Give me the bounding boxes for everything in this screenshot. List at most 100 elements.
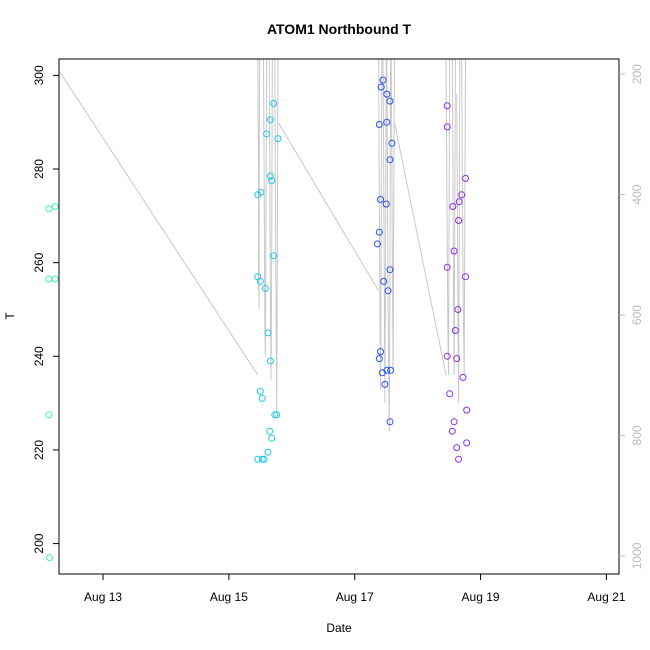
y-axis-label: T	[3, 312, 17, 320]
data-point	[266, 357, 274, 365]
data-point	[386, 266, 394, 274]
profile-line	[456, 59, 461, 404]
data-point	[383, 366, 391, 374]
profile-lines	[48, 59, 466, 434]
profile-line	[268, 59, 273, 380]
data-point	[386, 156, 394, 164]
data-point	[381, 380, 389, 388]
data-point	[45, 275, 53, 283]
data-point	[443, 102, 451, 110]
y2-tick-label: 1000	[630, 542, 644, 569]
data-point	[51, 203, 59, 210]
data-point	[448, 427, 456, 435]
y2-tick-label: 200	[630, 64, 644, 84]
data-point	[446, 390, 454, 398]
y-tick-label: 260	[32, 252, 46, 272]
data-point	[45, 205, 53, 213]
data-point	[256, 277, 264, 285]
data-point	[455, 455, 463, 463]
data-point	[271, 411, 279, 419]
data-point	[258, 455, 266, 463]
data-point	[373, 240, 381, 248]
data-point	[384, 287, 392, 295]
data-point	[270, 252, 278, 260]
data-point	[450, 418, 458, 426]
y2-tick-label: 600	[630, 305, 644, 325]
data-point	[377, 196, 384, 203]
data-point	[380, 277, 388, 285]
data-point	[379, 76, 387, 84]
data-point	[264, 329, 272, 337]
x-tick-label: Aug 17	[336, 590, 374, 604]
data-point	[449, 203, 457, 210]
data-point	[453, 355, 461, 363]
data-point	[387, 366, 395, 374]
data-point	[458, 191, 466, 199]
data-point	[382, 200, 390, 208]
data-point	[462, 174, 469, 182]
data-point	[257, 188, 265, 196]
data-point	[256, 387, 264, 395]
data-point	[270, 100, 278, 107]
data-point	[258, 394, 266, 402]
data-point	[375, 121, 383, 128]
y-tick-label: 280	[32, 159, 46, 179]
y-tick-label: 240	[32, 346, 46, 366]
profile-line	[48, 59, 52, 434]
data-point	[263, 130, 271, 138]
data-point	[266, 172, 274, 180]
profile-line	[382, 59, 387, 404]
data-point	[261, 284, 269, 292]
profile-line	[451, 59, 456, 376]
secondary-y-axis: 200 400 600 800 1000	[619, 64, 644, 569]
data-point	[386, 418, 394, 426]
x-tick-label: Aug 19	[462, 590, 500, 604]
data-point	[463, 406, 471, 414]
x-tick-label: Aug 13	[84, 590, 122, 604]
data-point	[375, 355, 383, 363]
data-point	[443, 263, 451, 271]
y-axis: 200 220 240 260 280 300	[32, 65, 59, 554]
data-point	[386, 97, 394, 105]
data-point	[266, 427, 274, 435]
data-point	[266, 116, 274, 124]
data-point	[388, 139, 396, 147]
data-points	[45, 76, 471, 562]
data-point	[377, 83, 385, 91]
profile-line	[257, 59, 261, 310]
transit-line	[277, 121, 380, 292]
data-point	[450, 247, 458, 255]
data-point	[45, 411, 53, 419]
data-point	[383, 90, 391, 98]
x-tick-label: Aug 15	[210, 590, 248, 604]
data-point	[377, 348, 384, 356]
data-point	[260, 455, 268, 463]
profile-line	[445, 59, 451, 376]
profile-line	[263, 59, 268, 357]
data-point	[268, 177, 276, 185]
chart-title: ATOM1 Northbound T	[267, 21, 412, 37]
profile-line	[461, 59, 466, 376]
data-point	[264, 448, 272, 456]
profile-line	[53, 59, 56, 310]
data-point	[383, 118, 391, 126]
profile-line	[274, 59, 279, 413]
x-axis-label: Date	[326, 621, 352, 635]
y-tick-label: 200	[32, 533, 46, 553]
y-tick-label: 300	[32, 65, 46, 85]
profile-line	[390, 59, 395, 376]
data-point	[375, 228, 383, 236]
transit-line	[59, 69, 259, 376]
transit-lines	[59, 69, 447, 376]
y2-tick-label: 800	[630, 425, 644, 445]
data-point	[51, 275, 59, 283]
data-point	[273, 411, 281, 419]
data-point	[443, 123, 451, 131]
data-point	[451, 327, 459, 334]
data-point	[455, 198, 463, 206]
data-point	[453, 444, 461, 452]
data-point	[455, 217, 463, 224]
profile-line	[378, 59, 383, 390]
y-tick-label: 220	[32, 440, 46, 460]
x-tick-label: Aug 21	[587, 590, 625, 604]
